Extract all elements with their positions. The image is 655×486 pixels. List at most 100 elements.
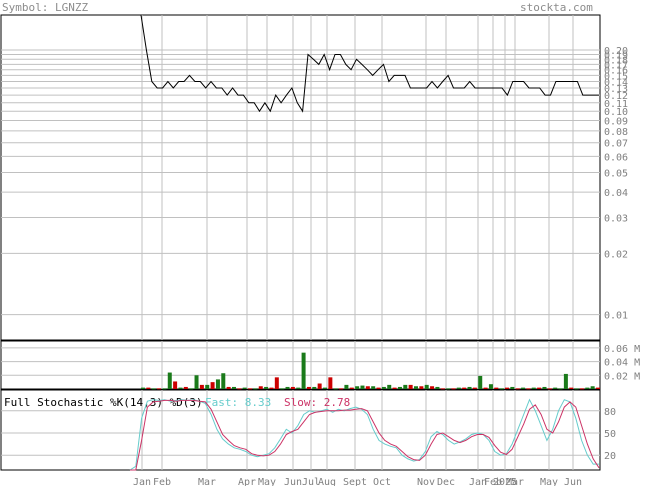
volume-bar xyxy=(456,387,461,389)
price-tick-label: 0.07 xyxy=(604,139,628,150)
volume-bar xyxy=(472,387,477,389)
volume-bar xyxy=(215,379,220,389)
volume-bar xyxy=(542,386,547,389)
volume-bar xyxy=(569,387,574,389)
price-tick-label: 0.04 xyxy=(604,188,628,199)
volume-bar xyxy=(269,387,274,389)
volume-bar xyxy=(167,372,172,389)
stochastic-tick-label: 20 xyxy=(604,451,616,462)
x-tick-label: Mar xyxy=(506,477,524,486)
volume-bar xyxy=(488,384,493,389)
volume-bar xyxy=(344,384,349,389)
price-tick-label: 0.17 xyxy=(604,60,628,71)
volume-bar xyxy=(467,386,472,389)
volume-bar xyxy=(537,387,542,389)
x-tick-label: Jun xyxy=(564,477,582,486)
volume-bar xyxy=(510,386,515,389)
x-tick-label: Apr xyxy=(238,477,256,486)
volume-bar xyxy=(451,388,456,390)
stochastic-tick-label: 80 xyxy=(604,407,616,418)
volume-bar xyxy=(151,388,156,390)
volume-bar xyxy=(499,388,504,390)
price-tick-label: 0.08 xyxy=(604,127,628,138)
volume-bar xyxy=(483,387,488,389)
stochastic-title: Full Stochastic %K(14,3) %D(3) xyxy=(4,396,203,409)
price-tick-label: 0.10 xyxy=(604,107,628,118)
stochastic-k-line xyxy=(129,398,599,471)
volume-bar xyxy=(424,384,429,389)
volume-bar xyxy=(526,388,531,390)
x-tick-label: Nov xyxy=(417,477,435,486)
volume-bar xyxy=(333,388,338,390)
volume-bar xyxy=(205,384,210,389)
volume-bar xyxy=(440,388,445,390)
volume-bar xyxy=(596,387,600,389)
volume-bar xyxy=(306,386,311,389)
volume-bar xyxy=(521,387,526,389)
volume-bar xyxy=(285,386,290,389)
price-tick-label: 0.12 xyxy=(604,91,628,102)
volume-bar xyxy=(365,386,370,389)
price-line xyxy=(140,14,599,113)
volume-bar xyxy=(505,387,509,389)
x-tick-label: Dec xyxy=(437,477,455,486)
volume-bar xyxy=(146,387,151,389)
volume-bar xyxy=(371,386,376,389)
stochastic-slow: Slow: 2.78 xyxy=(284,396,350,409)
site-label: stockta.com xyxy=(520,1,593,14)
x-tick-label: Jan xyxy=(469,477,487,486)
price-tick-label: 0.02 xyxy=(604,249,628,260)
volume-bar xyxy=(280,388,285,390)
volume-bar xyxy=(579,388,584,390)
volume-bar xyxy=(349,387,354,389)
volume-bar xyxy=(253,388,258,390)
volume-bar xyxy=(189,388,194,390)
volume-bar xyxy=(563,373,568,389)
volume-panel: 0.06 M 0.04 M 0.02 M xyxy=(141,344,640,390)
volume-bar xyxy=(574,388,579,390)
x-tick-label: Feb xyxy=(484,477,502,486)
volume-bar xyxy=(585,387,590,389)
price-tick-label: 0.05 xyxy=(604,168,628,179)
volume-bar xyxy=(248,388,253,390)
volume-bar xyxy=(392,387,397,389)
volume-bar xyxy=(173,381,178,389)
volume-bar xyxy=(274,377,279,389)
x-tick-label: Aug xyxy=(318,477,336,486)
volume-tick-label: 0.02 M xyxy=(604,371,640,382)
price-tick-label: 0.14 xyxy=(604,78,628,89)
volume-bar xyxy=(162,388,167,390)
volume-bar xyxy=(408,384,413,389)
price-tick-label: 0.06 xyxy=(604,152,628,163)
stochastic-fast: Fast: 8.33 xyxy=(205,396,271,409)
panel-frame xyxy=(0,340,601,390)
volume-bar xyxy=(237,388,242,390)
volume-bar xyxy=(199,384,204,389)
panel-frame xyxy=(0,389,601,471)
price-tick-label: 0.09 xyxy=(604,117,628,128)
volume-tick-label: 0.04 M xyxy=(604,358,640,369)
volume-bar xyxy=(264,386,269,389)
volume-bar xyxy=(553,387,558,389)
volume-bar xyxy=(547,388,552,390)
volume-bar xyxy=(183,386,188,389)
volume-bar xyxy=(339,388,344,390)
volume-bar xyxy=(381,386,386,389)
stochastic-tick-label: 50 xyxy=(604,429,616,440)
volume-bar xyxy=(478,375,483,389)
volume-bar xyxy=(328,377,333,389)
volume-bar xyxy=(221,373,226,389)
x-tick-label: 2025 xyxy=(493,477,517,486)
volume-bar xyxy=(360,385,365,389)
price-tick-label: 0.19 xyxy=(604,51,628,62)
x-tick-label: Jul xyxy=(302,477,320,486)
volume-bar xyxy=(323,387,327,389)
volume-bar xyxy=(419,386,424,389)
x-tick-label: Jun xyxy=(284,477,302,486)
volume-bar xyxy=(141,387,145,389)
volume-bar xyxy=(258,386,263,389)
price-tick-label: 0.03 xyxy=(604,214,628,225)
volume-bar xyxy=(494,387,499,389)
volume-bar xyxy=(290,386,295,389)
